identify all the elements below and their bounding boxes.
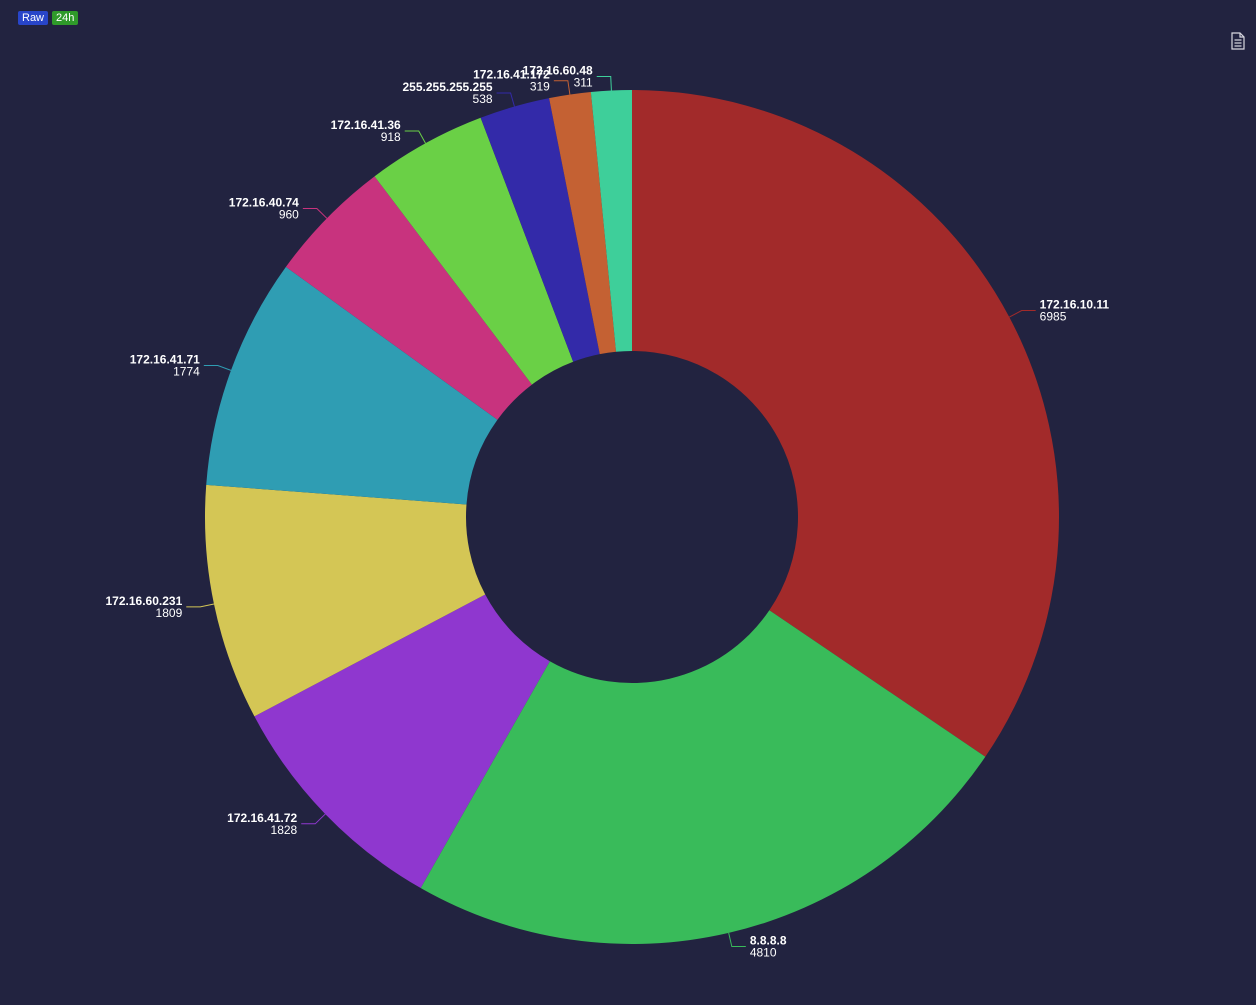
slice-label-172-16-10-11: 172.16.10.11 — [1040, 298, 1110, 312]
slice-label-172-16-60-48: 172.16.60.48 — [523, 64, 593, 78]
leader-line-255-255-255-255 — [496, 92, 515, 107]
slice-label-172-16-41-36: 172.16.41.36 — [331, 118, 401, 132]
document-icon — [1231, 32, 1245, 50]
slice-172-16-41-172[interactable] — [549, 91, 617, 355]
slice-value-172-16-41-71: 1774 — [173, 365, 200, 379]
slice-172-16-60-48[interactable] — [590, 90, 632, 352]
slice-255-255-255-255[interactable] — [480, 98, 600, 362]
slice-value-172-16-41-36: 918 — [381, 130, 401, 144]
label-group: 172.16.10.1169858.8.8.84810172.16.41.721… — [106, 64, 1110, 960]
badge-group: Raw 24h — [18, 11, 79, 25]
time-range-badge[interactable]: 24h — [52, 11, 79, 25]
slice-172-16-41-36[interactable] — [374, 117, 574, 385]
slice-label-172-16-41-71: 172.16.41.71 — [130, 353, 200, 367]
slice-172-16-10-11[interactable] — [632, 90, 1059, 757]
slice-172-16-60-231[interactable] — [204, 484, 486, 717]
leader-line-172-16-10-11 — [1009, 310, 1036, 318]
leader-line-172-16-60-48 — [596, 76, 612, 91]
export-button[interactable] — [1229, 31, 1247, 51]
slice-label-8-8-8-8: 8.8.8.8 — [750, 934, 787, 948]
raw-badge[interactable]: Raw — [18, 11, 49, 25]
leader-line-172-16-40-74 — [302, 208, 328, 219]
slice-value-8-8-8-8: 4810 — [750, 946, 777, 960]
leader-line-172-16-41-71 — [203, 365, 232, 371]
slice-172-16-40-74[interactable] — [285, 176, 532, 420]
slice-8-8-8-8[interactable] — [420, 610, 986, 944]
leader-line-172-16-41-36 — [404, 130, 426, 144]
slice-group — [204, 90, 1059, 944]
leader-line-172-16-41-172 — [553, 80, 571, 95]
slice-label-255-255-255-255: 255.255.255.255 — [402, 80, 492, 94]
slice-label-172-16-60-231: 172.16.60.231 — [106, 594, 183, 608]
slice-label-172-16-41-72: 172.16.41.72 — [227, 811, 297, 825]
slice-value-172-16-60-231: 1809 — [156, 606, 183, 620]
slice-value-172-16-41-172: 319 — [530, 80, 550, 94]
slice-label-172-16-41-172: 172.16.41.172 — [473, 68, 550, 82]
leader-line-8-8-8-8 — [728, 932, 746, 948]
slice-value-172-16-41-72: 1828 — [271, 823, 298, 837]
leader-line-172-16-41-72 — [301, 813, 326, 825]
slice-label-172-16-40-74: 172.16.40.74 — [229, 196, 299, 210]
slice-172-16-41-71[interactable] — [206, 266, 498, 505]
slice-value-255-255-255-255: 538 — [473, 92, 493, 106]
slice-value-172-16-60-48: 311 — [574, 76, 593, 90]
slice-value-172-16-40-74: 960 — [279, 208, 299, 222]
slice-value-172-16-10-11: 6985 — [1040, 310, 1067, 324]
slice-172-16-41-72[interactable] — [254, 594, 550, 889]
leader-line-172-16-60-231 — [186, 603, 215, 608]
